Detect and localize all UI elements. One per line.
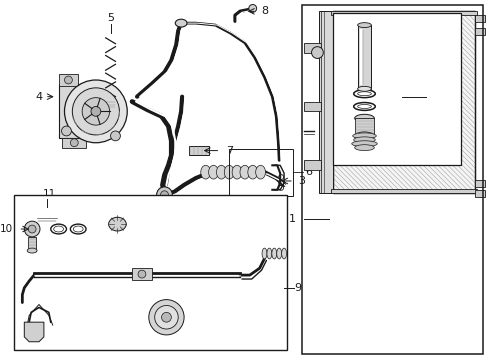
Ellipse shape (357, 23, 370, 28)
Bar (15, 195, 286, 350)
Bar (474, 15, 484, 22)
Ellipse shape (353, 137, 374, 143)
Bar (474, 180, 484, 187)
Circle shape (61, 126, 71, 136)
Ellipse shape (262, 248, 266, 259)
Bar (229, 149, 292, 196)
Text: 4: 4 (35, 92, 42, 102)
Circle shape (311, 47, 323, 58)
Bar (330, 189, 476, 193)
Text: 8: 8 (261, 6, 268, 16)
Bar (59, 84, 86, 138)
Ellipse shape (40, 226, 54, 232)
Circle shape (82, 98, 109, 125)
Polygon shape (332, 12, 474, 193)
Ellipse shape (208, 165, 218, 179)
Ellipse shape (354, 132, 373, 140)
Ellipse shape (351, 141, 376, 147)
Circle shape (91, 107, 101, 116)
Circle shape (248, 5, 256, 12)
Ellipse shape (266, 248, 271, 259)
Ellipse shape (354, 145, 373, 150)
Circle shape (70, 139, 78, 147)
Bar (357, 25, 370, 89)
Ellipse shape (38, 214, 56, 222)
Circle shape (72, 88, 119, 135)
Bar (61, 138, 86, 148)
Text: 9: 9 (293, 283, 301, 293)
Ellipse shape (201, 165, 210, 179)
Circle shape (64, 80, 127, 143)
Ellipse shape (352, 133, 375, 139)
Ellipse shape (357, 86, 370, 91)
Bar (104, 100, 116, 107)
Circle shape (110, 131, 120, 141)
Bar (330, 12, 476, 15)
Text: 11: 11 (43, 189, 56, 199)
Bar (303, 102, 321, 111)
Bar (189, 146, 208, 156)
Circle shape (160, 191, 168, 199)
Ellipse shape (108, 217, 126, 231)
Circle shape (28, 225, 36, 233)
Ellipse shape (281, 248, 286, 259)
Circle shape (156, 187, 172, 203)
Bar (303, 43, 321, 53)
Ellipse shape (216, 165, 226, 179)
Bar (354, 118, 373, 136)
Ellipse shape (255, 165, 265, 179)
Bar (332, 13, 460, 165)
Bar (319, 12, 332, 193)
Circle shape (24, 221, 40, 237)
Text: 2: 2 (430, 92, 437, 102)
Text: 1: 1 (288, 214, 295, 224)
Ellipse shape (232, 165, 242, 179)
Bar (301, 5, 482, 354)
Circle shape (148, 300, 183, 335)
Ellipse shape (271, 248, 276, 259)
Text: 3: 3 (297, 176, 304, 186)
Ellipse shape (39, 221, 55, 228)
Circle shape (154, 306, 178, 329)
Bar (474, 28, 484, 35)
Circle shape (161, 312, 171, 322)
Circle shape (64, 76, 72, 84)
Ellipse shape (276, 248, 281, 259)
Ellipse shape (224, 165, 234, 179)
Text: 5: 5 (107, 13, 114, 23)
Bar (132, 268, 151, 280)
Bar (59, 74, 78, 86)
Ellipse shape (240, 165, 249, 179)
Bar (303, 161, 321, 170)
Circle shape (138, 270, 145, 278)
Text: 10: 10 (0, 224, 13, 234)
Ellipse shape (27, 248, 37, 253)
Bar (28, 237, 36, 251)
Ellipse shape (36, 207, 58, 217)
Polygon shape (24, 322, 44, 342)
Ellipse shape (354, 114, 373, 122)
Bar (474, 190, 484, 197)
Text: 7: 7 (226, 145, 233, 156)
Text: 6: 6 (305, 167, 312, 177)
Ellipse shape (247, 165, 257, 179)
Ellipse shape (175, 19, 186, 27)
